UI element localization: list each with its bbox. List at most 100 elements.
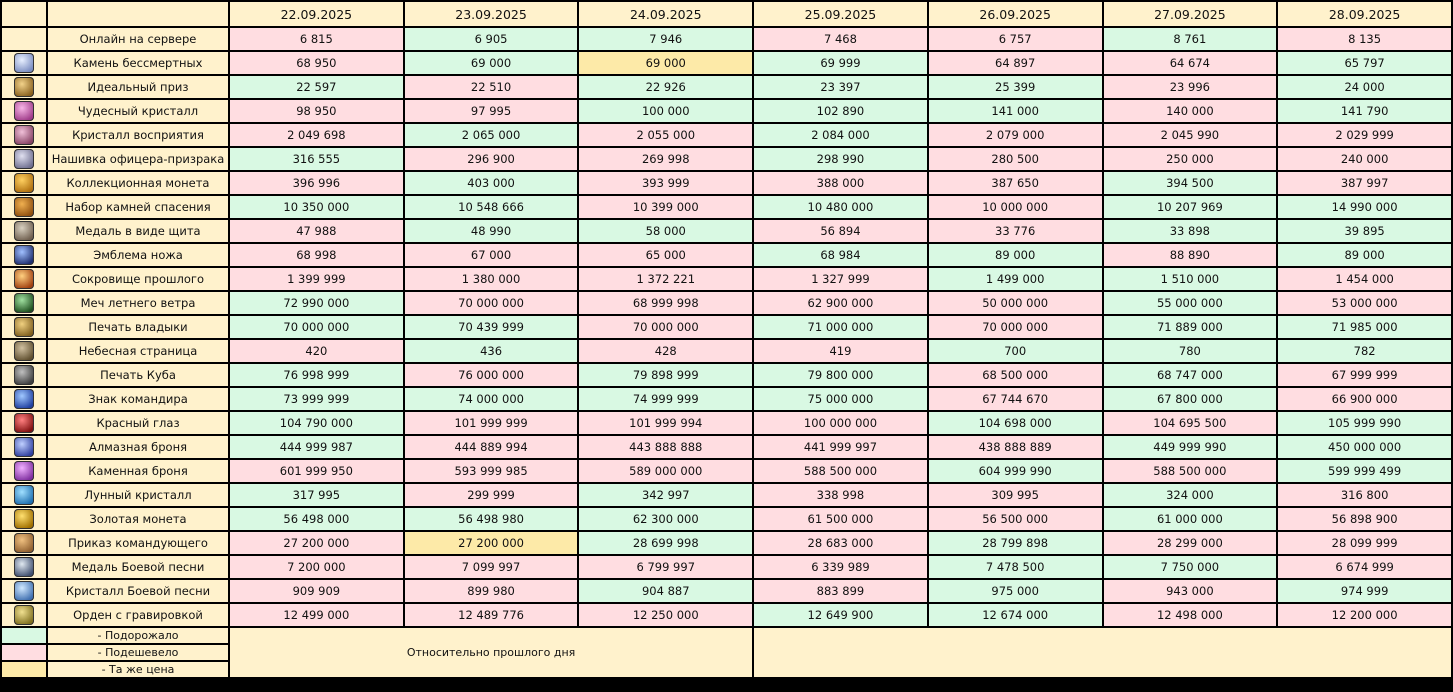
price-cell: 2 055 000 <box>579 124 753 146</box>
price-cell: 27 200 000 <box>404 532 578 554</box>
item-icon <box>14 605 34 625</box>
item-name: Алмазная броня <box>48 436 228 458</box>
price-cell: 316 800 <box>1278 484 1451 506</box>
icon-cell <box>2 364 46 386</box>
legend-swatch <box>2 645 46 660</box>
icon-cell <box>2 316 46 338</box>
price-cell: 909 909 <box>230 580 403 602</box>
item-row: Онлайн на сервере 6 815 6 905 7 946 7 468 6 7… <box>2 28 1451 50</box>
item-icon <box>14 269 34 289</box>
price-cell: 104 790 000 <box>230 412 403 434</box>
price-cell: 70 000 000 <box>404 292 578 314</box>
item-name: Печать Куба <box>48 364 228 386</box>
item-row: Лунный кристалл 317 995 299 999 342 997 338 … <box>2 484 1451 506</box>
item-icon <box>14 197 34 217</box>
price-cell: 97 995 <box>404 100 578 122</box>
price-cell: 64 897 <box>928 52 1102 74</box>
date-header: 27.09.2025 <box>1103 2 1277 26</box>
price-cell: 443 888 888 <box>579 436 753 458</box>
price-cell: 298 990 <box>754 148 927 170</box>
price-cell: 240 000 <box>1278 148 1451 170</box>
price-cell: 444 999 987 <box>230 436 403 458</box>
price-cell: 56 500 000 <box>928 508 1102 530</box>
price-cell: 70 439 999 <box>404 316 578 338</box>
date-header: 28.09.2025 <box>1278 2 1451 26</box>
price-cell: 309 995 <box>928 484 1102 506</box>
price-cell: 8 761 <box>1103 28 1277 50</box>
price-cell: 56 894 <box>754 220 927 242</box>
item-name: Лунный кристалл <box>48 484 228 506</box>
item-row: Печать владыки 70 000 000 70 439 999 70 000… <box>2 316 1451 338</box>
price-cell: 403 000 <box>404 172 578 194</box>
price-cell: 61 000 000 <box>1103 508 1277 530</box>
price-cell: 6 799 997 <box>579 556 753 578</box>
item-name: Орден с гравировкой <box>48 604 228 626</box>
price-cell: 441 999 997 <box>754 436 927 458</box>
price-cell: 7 099 997 <box>404 556 578 578</box>
price-cell: 1 327 999 <box>754 268 927 290</box>
price-cell: 25 399 <box>928 76 1102 98</box>
price-cell: 22 926 <box>579 76 753 98</box>
price-cell: 975 000 <box>928 580 1102 602</box>
price-cell: 6 339 989 <box>754 556 927 578</box>
item-icon <box>14 485 34 505</box>
price-cell: 7 946 <box>579 28 753 50</box>
price-cell: 2 045 990 <box>1103 124 1277 146</box>
price-cell: 10 207 969 <box>1103 196 1277 218</box>
price-cell: 589 000 000 <box>579 460 753 482</box>
price-cell: 2 084 000 <box>754 124 927 146</box>
item-icon <box>14 557 34 577</box>
price-cell: 1 454 000 <box>1278 268 1451 290</box>
price-cell: 88 890 <box>1103 244 1277 266</box>
price-cell: 65 797 <box>1278 52 1451 74</box>
price-cell: 250 000 <box>1103 148 1277 170</box>
price-cell: 388 000 <box>754 172 927 194</box>
price-cell: 393 999 <box>579 172 753 194</box>
item-row: Нашивка офицера-призрака 316 555 296 900 26… <box>2 148 1451 170</box>
price-cell: 70 000 000 <box>230 316 403 338</box>
price-cell: 588 500 000 <box>1103 460 1277 482</box>
item-name: Сокровище прошлого <box>48 268 228 290</box>
price-cell: 10 000 000 <box>928 196 1102 218</box>
price-cell: 974 999 <box>1278 580 1451 602</box>
price-cell: 280 500 <box>928 148 1102 170</box>
icon-cell <box>2 484 46 506</box>
price-cell: 56 898 900 <box>1278 508 1451 530</box>
price-cell: 61 500 000 <box>754 508 927 530</box>
price-cell: 74 000 000 <box>404 388 578 410</box>
item-name: Онлайн на сервере <box>48 28 228 50</box>
item-row: Орден с гравировкой 12 499 000 12 489 776 1… <box>2 604 1451 626</box>
item-name: Меч летнего ветра <box>48 292 228 314</box>
price-cell: 70 000 000 <box>928 316 1102 338</box>
price-cell: 6 757 <box>928 28 1102 50</box>
price-cell: 33 776 <box>928 220 1102 242</box>
price-cell: 338 998 <box>754 484 927 506</box>
item-icon <box>14 101 34 121</box>
price-cell: 316 555 <box>230 148 403 170</box>
item-name: Медаль в виде щита <box>48 220 228 242</box>
item-icon <box>14 437 34 457</box>
legend-label: - Та же цена <box>48 662 228 677</box>
price-cell: 58 000 <box>579 220 753 242</box>
empty-area <box>754 628 1451 677</box>
corner-cell <box>2 2 46 26</box>
price-cell: 100 000 000 <box>754 412 927 434</box>
price-cell: 68 500 000 <box>928 364 1102 386</box>
price-cell: 67 744 670 <box>928 388 1102 410</box>
icon-cell <box>2 604 46 626</box>
price-cell: 12 649 900 <box>754 604 927 626</box>
price-cell: 7 478 500 <box>928 556 1102 578</box>
price-cell: 317 995 <box>230 484 403 506</box>
item-row: Коллекционная монета 396 996 403 000 393 99… <box>2 172 1451 194</box>
price-cell: 28 299 000 <box>1103 532 1277 554</box>
price-cell: 68 747 000 <box>1103 364 1277 386</box>
icon-cell <box>2 124 46 146</box>
item-icon <box>14 293 34 313</box>
icon-cell <box>2 220 46 242</box>
legend-row: - Подешевело <box>2 645 1451 660</box>
price-cell: 104 695 500 <box>1103 412 1277 434</box>
price-cell: 48 990 <box>404 220 578 242</box>
item-icon <box>14 317 34 337</box>
item-icon <box>14 461 34 481</box>
price-cell: 10 350 000 <box>230 196 403 218</box>
